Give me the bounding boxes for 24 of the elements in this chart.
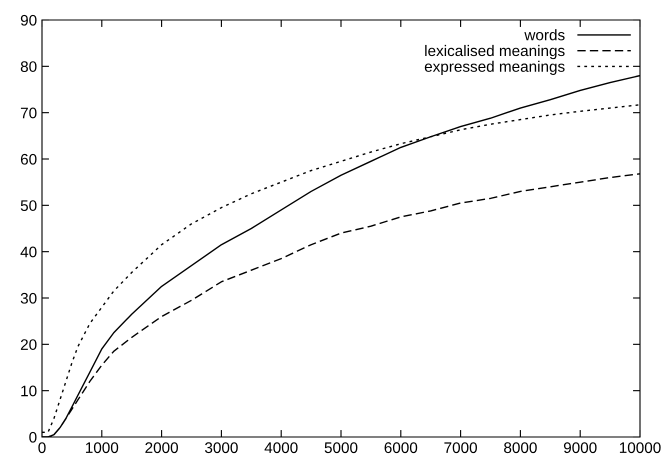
x-tick-label: 7000 bbox=[444, 442, 477, 454]
y-tick-label: 30 bbox=[20, 292, 37, 304]
y-tick-label: 10 bbox=[21, 386, 37, 396]
y-tick-label: 50 bbox=[20, 200, 37, 212]
x-tick-label: 6000 bbox=[384, 442, 418, 454]
legend-label: lexicalised meanings bbox=[425, 44, 565, 60]
y-tick-label: 70 bbox=[20, 108, 37, 118]
x-tick-label: 1000 bbox=[86, 442, 118, 454]
x-tick-label: 5000 bbox=[324, 442, 358, 454]
y-tick-label: 90 bbox=[20, 14, 37, 26]
y-tick-label: 40 bbox=[20, 246, 37, 258]
y-tick-label: 0 bbox=[29, 432, 37, 443]
y-tick-label: 80 bbox=[20, 61, 37, 72]
x-tick-label: 9000 bbox=[564, 442, 597, 454]
x-tick-label: 4000 bbox=[264, 442, 298, 454]
x-tick-label: 2000 bbox=[145, 442, 178, 454]
y-tick-label: 20 bbox=[20, 339, 37, 350]
x-tick-label: 8000 bbox=[504, 442, 537, 454]
x-tick-label: 0 bbox=[38, 442, 46, 454]
y-tick-label: 60 bbox=[20, 154, 37, 165]
x-tick-label: 10000 bbox=[620, 442, 661, 454]
legend-label: words bbox=[524, 29, 565, 40]
legend-label: expressed meanings bbox=[424, 60, 565, 75]
x-tick-label: 3000 bbox=[204, 442, 238, 454]
